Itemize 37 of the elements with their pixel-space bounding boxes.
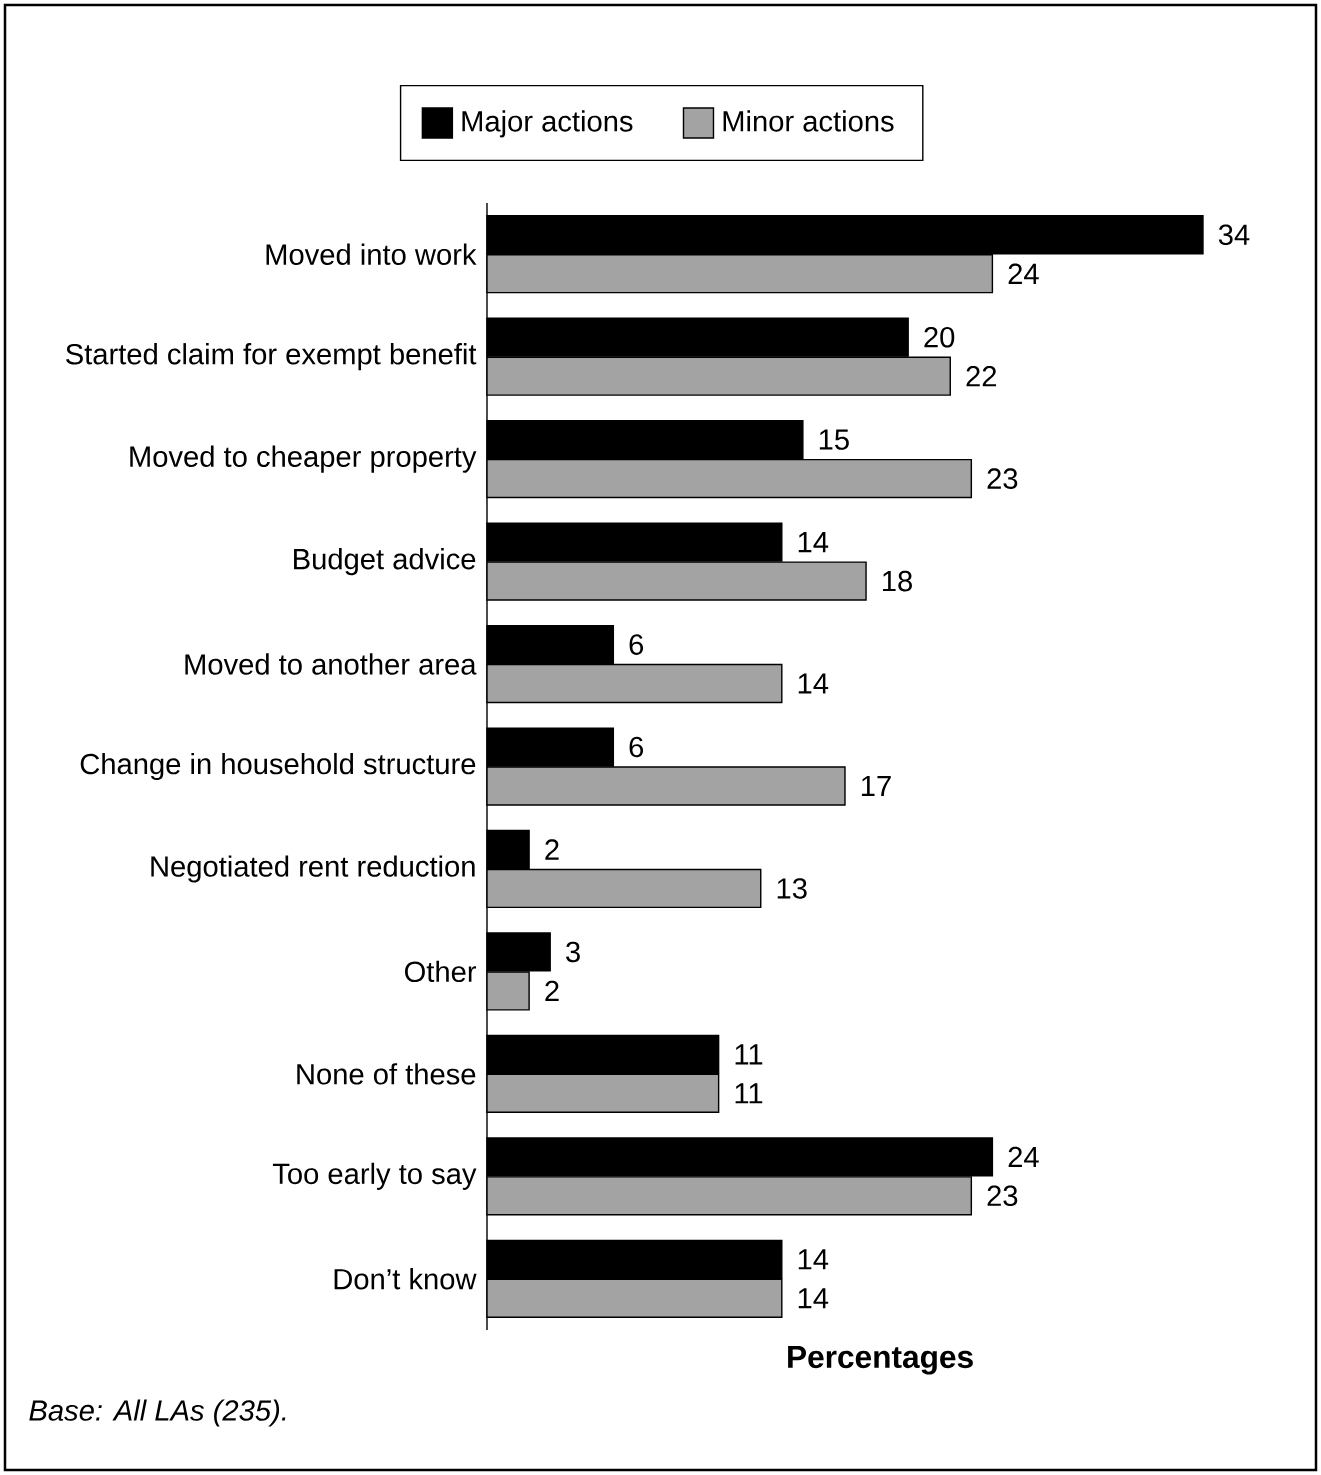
data-label: 15	[819, 429, 849, 450]
data-label: 14	[798, 532, 829, 553]
y-tick-label: Moved to cheaper property	[130, 445, 477, 473]
data-label: 14	[798, 1288, 829, 1309]
data-label: 6	[629, 736, 644, 758]
data-label: 34	[1218, 224, 1250, 246]
data-label: 3	[566, 941, 580, 963]
data-label: 23	[987, 468, 1018, 489]
data-label: 24	[1008, 263, 1039, 284]
data-label: 2	[545, 839, 559, 860]
data-label: 13	[777, 878, 807, 899]
y-tick-label: Moved to another area	[185, 653, 477, 675]
y-tick-label: Too early to say	[272, 1162, 477, 1190]
y-tick-label: Budget advice	[294, 548, 476, 576]
y-tick-label: Other	[404, 960, 477, 983]
data-label: 22	[966, 365, 997, 387]
data-label: 14	[798, 673, 829, 694]
text: Base: All LAs (235).	[29, 1399, 286, 1427]
y-tick-label: None of these	[297, 1063, 476, 1085]
data-label: 14	[798, 1249, 829, 1270]
data-label: 24	[1008, 1146, 1039, 1168]
data-label: 20	[924, 326, 955, 348]
data-label: 11	[735, 1083, 763, 1104]
y-tick-label: Negotiated rent reduction	[151, 855, 475, 883]
data-label: 6	[629, 634, 644, 655]
data-label: 2	[545, 980, 559, 1002]
y-tick-label: Moved into work	[266, 243, 477, 265]
legend-label: Major actions	[462, 110, 633, 138]
data-label: 17	[861, 775, 891, 796]
x-axis-title: Percentages	[788, 1346, 973, 1375]
y-tick-label: Started claim for exempt benefit	[66, 343, 477, 371]
legend-label: Minor actions	[723, 110, 894, 132]
data-label: 11	[735, 1044, 763, 1065]
data-label: 18	[883, 570, 912, 592]
data-label: 23	[987, 1185, 1018, 1207]
y-tick-label: Change in household structure	[80, 752, 476, 781]
y-tick-label: Don’t know	[334, 1268, 477, 1290]
